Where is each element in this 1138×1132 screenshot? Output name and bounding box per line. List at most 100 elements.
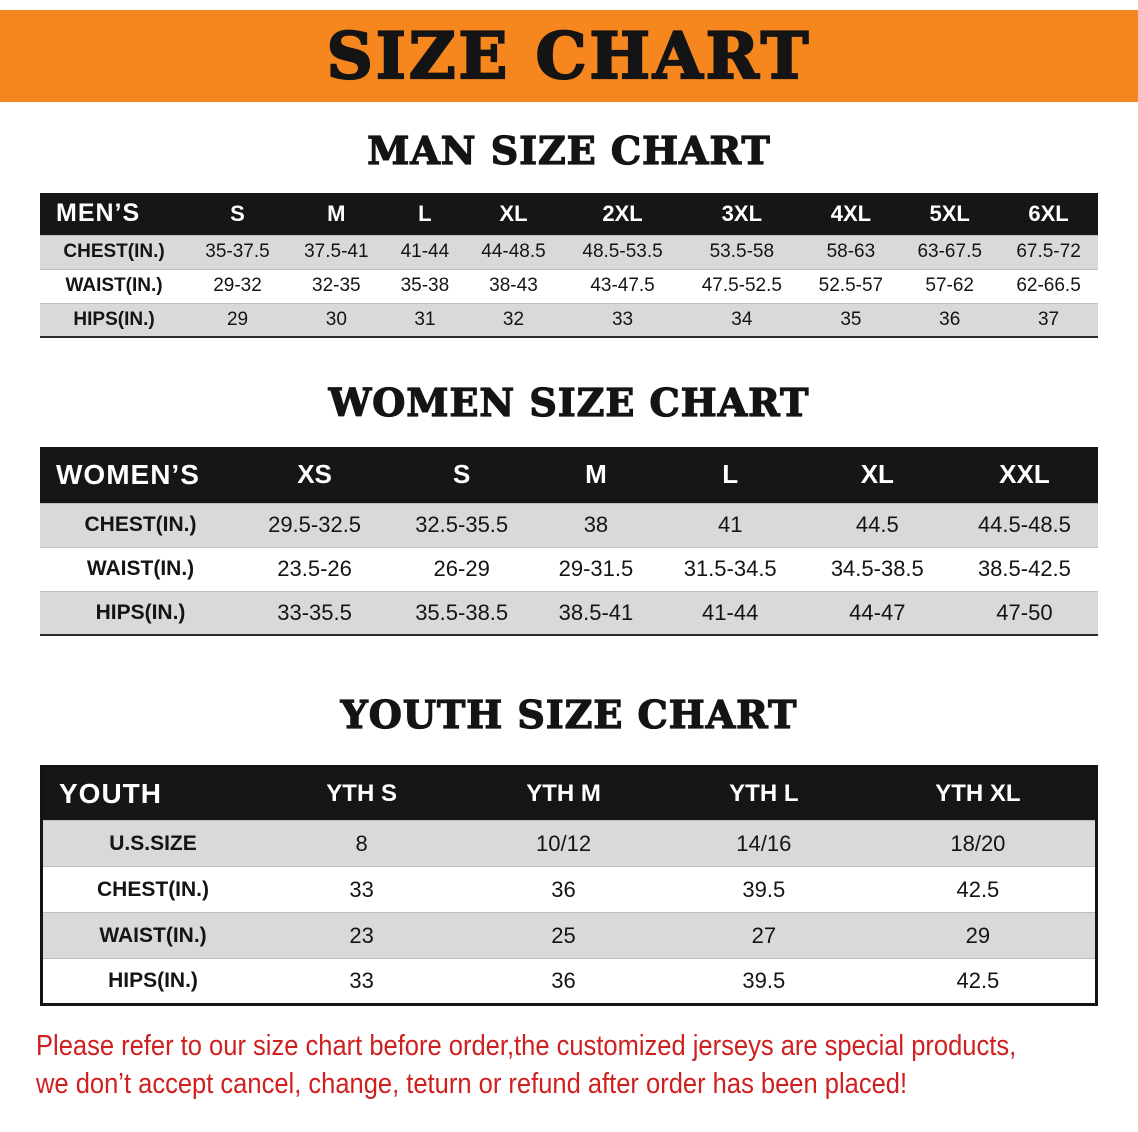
table-row: HIPS(IN.) 29 30 31 32 33 34 35 36 37 <box>40 303 1098 337</box>
table-row: WAIST(IN.) 29-32 32-35 35-38 38-43 43-47.5 47.… <box>40 269 1098 303</box>
youth-section-heading: YOUTH SIZE CHART <box>340 691 798 737</box>
data-cell: 42.5 <box>956 968 1000 993</box>
table-header-row: WOMEN’S XS S M L XL XXL <box>40 447 1098 503</box>
man-size-chart-section: MAN SIZE CHART MEN’S S M L XL 2XL 3XL 4XL 5XL 6XL… <box>0 127 1138 338</box>
data-cell: 33 <box>349 968 374 993</box>
row-label: WAIST(IN.) <box>99 923 207 947</box>
data-cell: 25 <box>551 922 576 948</box>
data-cell: 8 <box>355 830 368 856</box>
data-cell: 31.5-34.5 <box>683 556 777 581</box>
column-header: YTH XL <box>935 780 1021 807</box>
data-cell: 39.5 <box>742 968 786 993</box>
column-header: 5XL <box>929 200 970 226</box>
data-cell: 30 <box>325 308 347 330</box>
data-cell: 67.5-72 <box>1016 241 1081 262</box>
column-header: M <box>327 200 346 226</box>
row-label: HIPS(IN.) <box>95 600 186 624</box>
data-cell: 38.5-41 <box>558 599 634 625</box>
data-cell: 44-47 <box>849 599 906 625</box>
data-cell: 44.5 <box>855 512 899 537</box>
column-header: XL <box>860 459 894 490</box>
data-cell: 31 <box>414 308 436 330</box>
data-cell: 32-35 <box>312 275 361 296</box>
row-label: CHEST(IN.) <box>63 241 165 262</box>
row-label: HIPS(IN.) <box>108 969 198 992</box>
table-row: CHEST(IN.) 33 36 39.5 42.5 <box>41 866 1097 913</box>
data-cell: 62-66.5 <box>1016 275 1081 296</box>
data-cell: 33 <box>611 308 634 330</box>
data-cell: 34.5-38.5 <box>830 556 924 581</box>
man-section-heading: MAN SIZE CHART <box>367 127 771 173</box>
column-header: 2XL <box>602 200 643 226</box>
data-cell: 32.5-35.5 <box>415 512 509 537</box>
data-cell: 41-44 <box>702 599 759 625</box>
table-row: HIPS(IN.) 33 36 39.5 42.5 <box>41 958 1097 1005</box>
data-cell: 47-50 <box>996 599 1053 625</box>
data-cell: 41-44 <box>400 241 450 262</box>
men-size-table: MEN’S S M L XL 2XL 3XL 4XL 5XL 6XL CHEST(IN.) 35-37… <box>40 193 1098 338</box>
column-header: S <box>230 200 245 226</box>
data-cell: 29.5-32.5 <box>268 512 362 537</box>
youth-size-chart-section: YOUTH SIZE CHART YOUTH YTH S YTH M YTH L YTH… <box>0 691 1138 1006</box>
data-cell: 39.5 <box>742 876 786 902</box>
table-title-cell: WOMEN’S <box>56 458 200 490</box>
data-cell: 32 <box>502 308 525 330</box>
data-cell: 26-29 <box>433 556 490 581</box>
data-cell: 57-62 <box>925 275 974 296</box>
row-label: CHEST(IN.) <box>84 513 197 536</box>
data-cell: 35-37.5 <box>205 241 270 262</box>
women-size-table: WOMEN’S XS S M L XL XXL CHEST(IN.) 29.5-32.5 32.5… <box>40 447 1098 636</box>
data-cell: 63-67.5 <box>917 241 982 262</box>
data-cell: 14/16 <box>736 830 792 856</box>
data-cell: 29-32 <box>213 275 262 296</box>
column-header: XS <box>297 459 332 490</box>
table-row: CHEST(IN.) 29.5-32.5 32.5-35.5 38 41 44.5 44.5… <box>40 503 1098 547</box>
column-header: YTH M <box>526 780 601 807</box>
column-header: XL <box>499 200 528 226</box>
data-cell: 37.5-41 <box>304 241 369 262</box>
table-row: U.S.SIZE 8 10/12 14/16 18/20 <box>41 820 1097 867</box>
row-label: WAIST(IN.) <box>86 557 195 580</box>
data-cell: 35 <box>840 308 862 330</box>
data-cell: 29 <box>226 308 249 330</box>
banner-title: SIZE CHART <box>326 17 812 94</box>
table-title-cell: MEN’S <box>56 199 141 228</box>
data-cell: 33 <box>349 876 374 902</box>
row-label: HIPS(IN.) <box>73 308 155 330</box>
column-header: XXL <box>999 459 1050 490</box>
row-label: U.S.SIZE <box>109 831 197 855</box>
youth-size-table: YOUTH YTH S YTH M YTH L YTH XL U.S.SIZE 8 10/12… <box>40 765 1098 1006</box>
table-header-row: MEN’S S M L XL 2XL 3XL 4XL 5XL 6XL <box>40 193 1098 235</box>
disclaimer-note: Please refer to our size chart before or… <box>0 1030 1138 1101</box>
data-cell: 42.5 <box>956 876 1000 902</box>
column-header: M <box>585 459 607 490</box>
data-cell: 29-31.5 <box>558 556 634 581</box>
data-cell: 10/12 <box>536 830 592 856</box>
data-cell: 18/20 <box>950 830 1006 856</box>
table-title-cell: YOUTH <box>59 778 162 809</box>
data-cell: 52.5-57 <box>818 275 884 296</box>
disclaimer-line-1: Please refer to our size chart before or… <box>36 1030 1017 1062</box>
data-cell: 29 <box>965 922 991 948</box>
data-cell: 43-47.5 <box>590 275 655 296</box>
data-cell: 27 <box>751 922 777 948</box>
table-header-row: YOUTH YTH S YTH M YTH L YTH XL <box>41 766 1097 821</box>
table-row: WAIST(IN.) 23 25 27 29 <box>41 912 1097 959</box>
data-cell: 44.5-48.5 <box>977 512 1071 537</box>
data-cell: 35-38 <box>400 275 450 296</box>
data-cell: 35.5-38.5 <box>415 599 509 625</box>
data-cell: 36 <box>551 876 576 902</box>
data-cell: 53.5-58 <box>709 241 775 262</box>
data-cell: 34 <box>731 308 753 330</box>
disclaimer-line-2: we don’t accept cancel, change, teturn o… <box>36 1068 908 1100</box>
data-cell: 38-43 <box>489 275 538 296</box>
data-cell: 44-48.5 <box>481 241 546 262</box>
table-row: HIPS(IN.) 33-35.5 35.5-38.5 38.5-41 41-44 44-… <box>40 591 1098 635</box>
size-chart-banner: SIZE CHART <box>0 10 1138 102</box>
column-header: S <box>453 459 471 490</box>
table-row: CHEST(IN.) 35-37.5 37.5-41 41-44 44-48.5 48.5… <box>40 235 1098 269</box>
column-header: YTH L <box>729 780 799 807</box>
data-cell: 23 <box>349 922 374 948</box>
data-cell: 58-63 <box>826 241 876 262</box>
data-cell: 36 <box>551 968 576 993</box>
